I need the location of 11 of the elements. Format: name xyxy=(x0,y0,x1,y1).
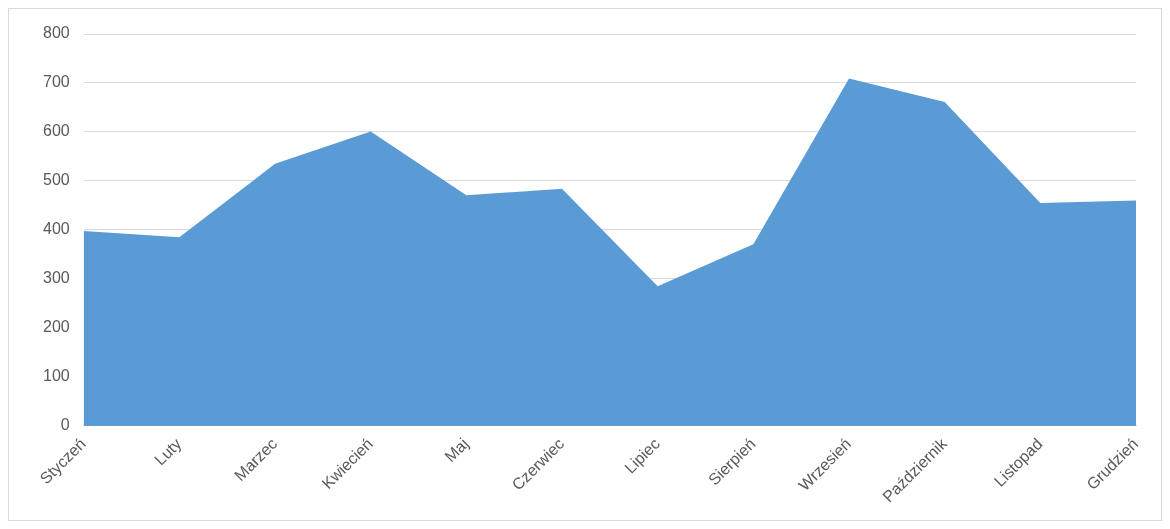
y-tick-label: 700 xyxy=(42,73,70,91)
y-tick-label: 400 xyxy=(42,220,70,238)
y-tick-label: 600 xyxy=(42,122,70,140)
y-tick-label: 100 xyxy=(42,367,70,385)
x-tick-label: Maj xyxy=(441,434,472,466)
y-tick-label: 500 xyxy=(42,171,70,189)
y-tick-label: 0 xyxy=(60,416,70,434)
y-tick-label: 800 xyxy=(42,24,70,42)
y-tick-label: 300 xyxy=(42,269,70,287)
x-tick-label: Luty xyxy=(151,434,185,469)
y-tick-label: 200 xyxy=(42,318,70,336)
